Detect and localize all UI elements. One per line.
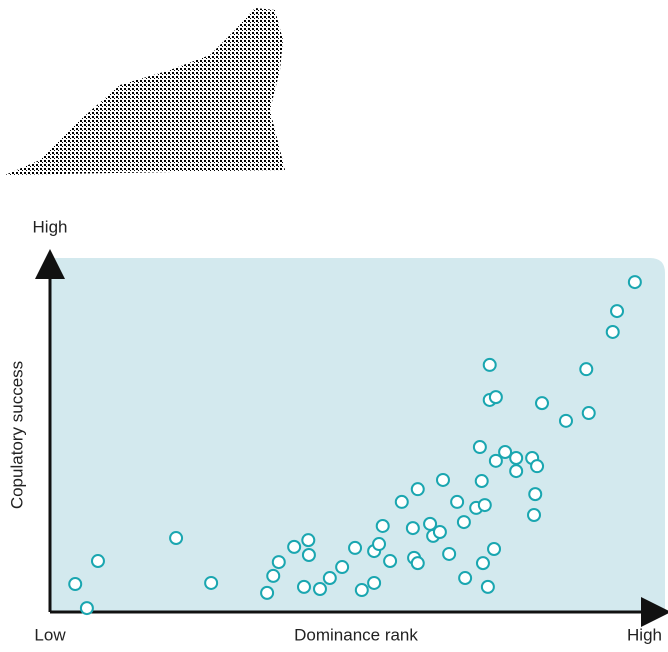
data-point (68, 577, 83, 592)
data-point (627, 275, 642, 290)
data-point (322, 571, 337, 586)
data-point (581, 406, 596, 421)
data-point (456, 515, 471, 530)
data-point (579, 362, 594, 377)
data-point (375, 518, 390, 533)
data-point (472, 440, 487, 455)
data-point (90, 554, 105, 569)
data-point (301, 533, 316, 548)
data-point (394, 494, 409, 509)
data-point (432, 524, 447, 539)
data-point (405, 521, 420, 536)
data-point (354, 583, 369, 598)
data-point (535, 396, 549, 411)
data-point (474, 474, 489, 489)
data-point (509, 451, 524, 466)
data-point (530, 459, 545, 474)
data-point (509, 464, 524, 479)
data-point (287, 539, 302, 554)
data-point (79, 601, 94, 616)
data-point (458, 571, 473, 586)
data-point (480, 579, 495, 594)
data-point (169, 531, 184, 546)
data-point (527, 508, 542, 523)
data-point (477, 498, 492, 513)
x-tick-label: High (627, 625, 662, 644)
data-point (410, 482, 425, 497)
data-point (266, 568, 281, 583)
data-point (204, 575, 219, 590)
data-point (271, 555, 286, 570)
plot-background (50, 258, 665, 612)
data-point (312, 581, 327, 596)
data-point (435, 472, 450, 487)
x-axis-title: Dominance rank (294, 625, 418, 644)
data-point (482, 357, 497, 372)
data-point (296, 579, 311, 594)
data-point (442, 546, 457, 561)
data-point (301, 548, 316, 563)
data-point (558, 413, 573, 428)
data-point (383, 554, 398, 569)
y-axis-title: Copulatory success (7, 361, 26, 509)
y-tick-label: High (33, 217, 68, 236)
x-tick-label: Low (34, 625, 66, 644)
data-point (372, 537, 387, 552)
data-point (367, 575, 382, 590)
data-point (475, 556, 490, 571)
data-point (450, 494, 465, 509)
data-point (610, 304, 625, 319)
data-point (260, 585, 275, 600)
seal-illustration (5, 8, 285, 175)
data-point (528, 487, 543, 502)
data-point (410, 556, 425, 571)
data-point (498, 444, 513, 459)
data-point (487, 541, 502, 556)
data-point (335, 560, 350, 575)
data-point (488, 390, 503, 405)
data-point (348, 540, 363, 555)
data-point (605, 324, 620, 339)
data-point (488, 453, 503, 468)
